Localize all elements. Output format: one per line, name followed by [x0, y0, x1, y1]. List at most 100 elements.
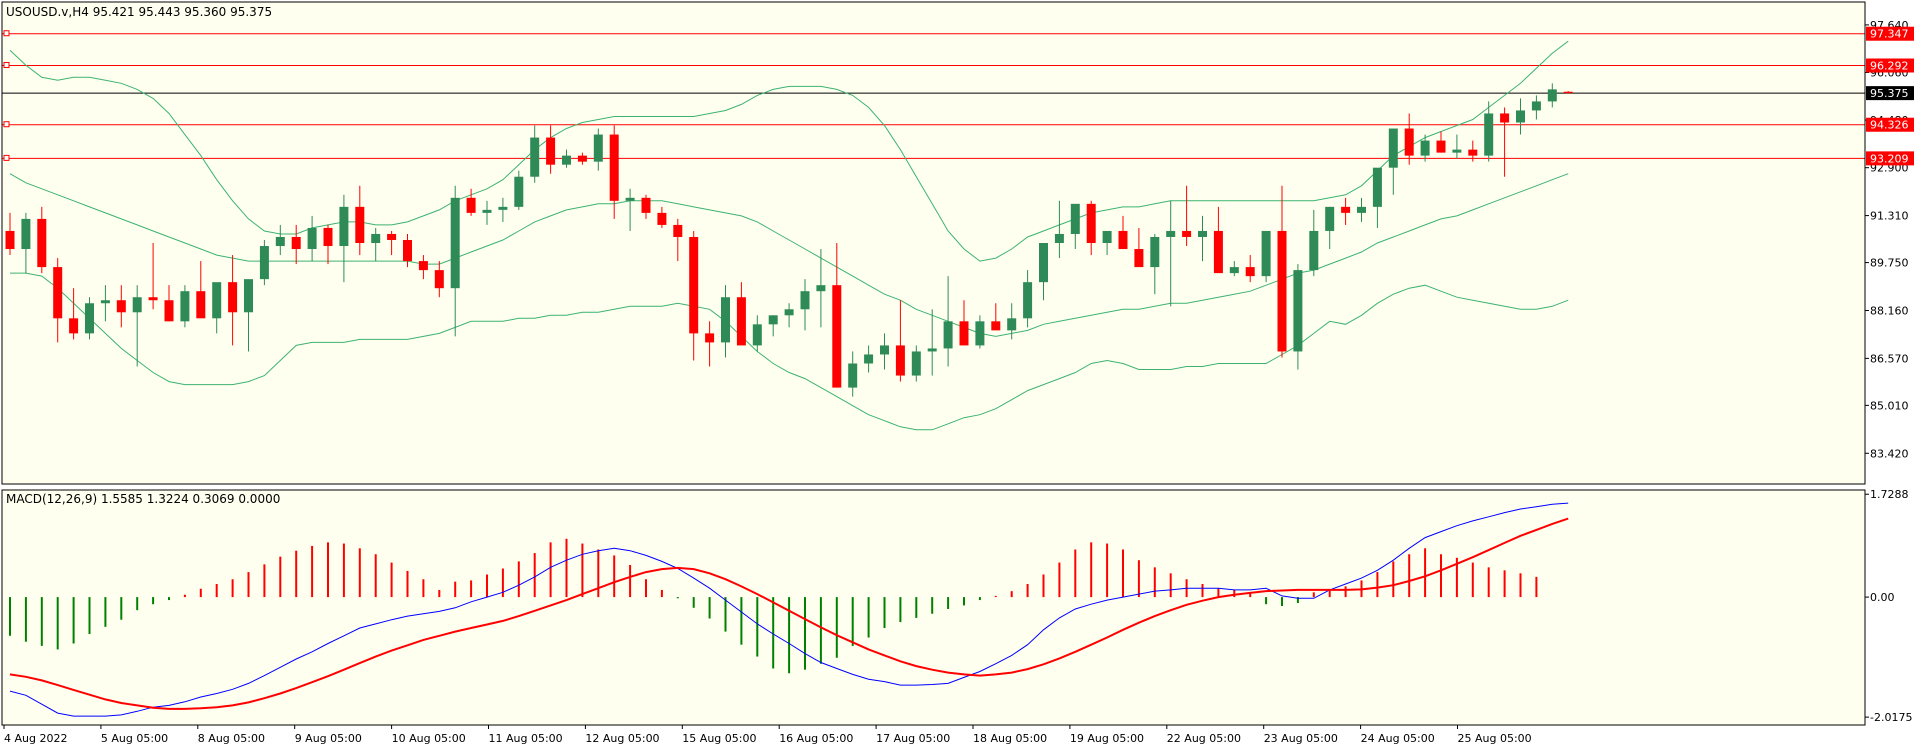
candle: [69, 288, 79, 340]
candle: [339, 194, 349, 283]
candle: [1452, 134, 1462, 159]
candle-body: [1039, 243, 1048, 283]
candle: [959, 300, 969, 346]
macd-indicator: [9, 502, 1569, 717]
candle: [736, 282, 746, 346]
candle: [85, 297, 94, 340]
candle-body: [1563, 91, 1573, 94]
candle: [514, 170, 524, 210]
macd-y-tick-label: 1.7288: [1870, 488, 1909, 501]
candle: [593, 128, 603, 171]
price-panel-frame: [1, 1, 1866, 485]
candle: [927, 309, 937, 376]
candle-body: [657, 212, 667, 225]
candle-body: [1007, 318, 1017, 331]
candle-body: [689, 236, 699, 334]
candle-body: [816, 285, 826, 292]
y-tick-label: 91.310: [1870, 210, 1909, 223]
candle: [1070, 203, 1080, 250]
x-tick-label: 23 Aug 05:00: [1264, 732, 1338, 745]
level-price-tag: [1866, 26, 1914, 41]
candle-body: [530, 137, 540, 177]
candle-body: [275, 236, 285, 247]
x-tick-label: 22 Aug 05:00: [1167, 732, 1241, 745]
candle-body: [609, 134, 619, 201]
candle: [307, 215, 317, 262]
candle-body: [895, 345, 905, 376]
candle: [450, 185, 460, 337]
candle: [752, 315, 762, 352]
candle-body: [991, 321, 1001, 331]
candle: [275, 224, 285, 256]
candle-body: [1516, 110, 1525, 123]
candle: [1245, 255, 1255, 283]
candle-body: [228, 282, 238, 313]
candle-body: [927, 348, 937, 352]
candle: [673, 218, 683, 262]
bollinger-upper-line: [9, 40, 1569, 262]
candle: [418, 255, 428, 280]
candle-body: [800, 291, 810, 310]
macd-y-tick-label: -2.0175: [1870, 711, 1912, 724]
x-tick-label: 4 Aug 2022: [4, 732, 67, 745]
candle-body: [943, 321, 953, 349]
candle: [132, 285, 142, 367]
candle: [196, 261, 206, 319]
candle: [180, 285, 190, 328]
candle-body: [100, 300, 110, 304]
candle: [1325, 206, 1335, 250]
candle-body: [673, 224, 683, 237]
candle: [1484, 101, 1494, 162]
candle: [530, 125, 540, 183]
candle-body: [1293, 270, 1303, 352]
candle: [657, 206, 667, 228]
candle: [1229, 261, 1239, 277]
candle-body: [418, 261, 428, 271]
candle: [1531, 95, 1541, 120]
x-tick-label: 18 Aug 05:00: [973, 732, 1047, 745]
axes: 97.64096.06094.48092.90091.31089.75088.1…: [3, 19, 1912, 745]
candle-body: [132, 297, 142, 313]
candle: [1134, 227, 1144, 268]
candle: [1420, 134, 1430, 162]
candle-body: [259, 246, 269, 280]
candle: [577, 152, 587, 165]
level-price-tag-label: 93.209: [1870, 152, 1909, 165]
x-tick-label: 24 Aug 05:00: [1361, 732, 1435, 745]
candle: [482, 200, 492, 225]
candle: [1277, 185, 1287, 358]
candle: [1372, 167, 1382, 228]
y-tick-label: 88.160: [1870, 304, 1909, 317]
candle: [895, 300, 905, 382]
candle-body: [339, 206, 349, 247]
candle-body: [291, 236, 301, 250]
candle-body: [1309, 230, 1319, 271]
candle-body: [85, 303, 94, 334]
candle: [371, 227, 381, 262]
candle-body: [498, 206, 508, 210]
candle-body: [1166, 230, 1176, 237]
candle: [100, 285, 110, 322]
candle-body: [466, 197, 476, 213]
candle: [323, 224, 333, 265]
x-tick-label: 16 Aug 05:00: [779, 732, 853, 745]
candle: [1007, 303, 1017, 340]
candle-body: [625, 197, 635, 201]
candle-body: [1277, 230, 1287, 352]
x-tick-label: 11 Aug 05:00: [489, 732, 563, 745]
horizontal-levels: [2, 30, 1865, 161]
candle: [609, 125, 619, 219]
candle: [291, 224, 301, 265]
candle: [562, 149, 571, 168]
price-tags: 97.347 96.292 94.326 93.209 95.375: [1866, 26, 1914, 166]
candle-body: [975, 321, 985, 346]
candle-body: [196, 291, 206, 319]
candle-body: [736, 297, 746, 346]
candle: [1166, 200, 1176, 307]
macd-panel-background: [2, 490, 1865, 725]
candle: [434, 261, 444, 298]
candle-body: [1372, 167, 1382, 207]
candle: [880, 333, 889, 370]
x-tick-label: 12 Aug 05:00: [585, 732, 659, 745]
